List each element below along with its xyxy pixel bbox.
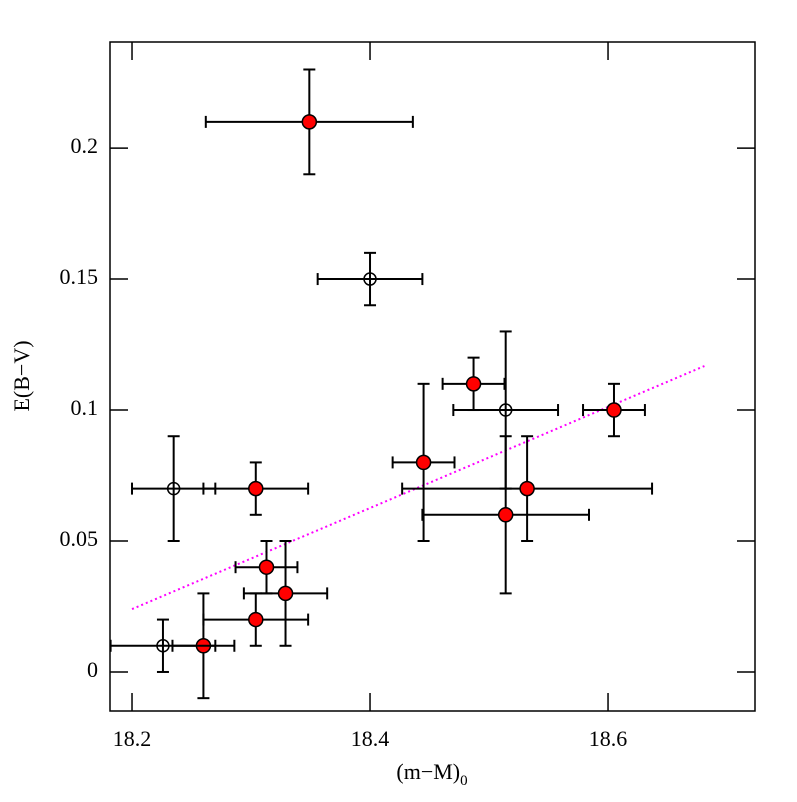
- data-point: [498, 403, 513, 417]
- data-point: [301, 114, 318, 130]
- data-point: [465, 376, 482, 392]
- data-point: [248, 611, 264, 628]
- fit-line: [131, 365, 705, 611]
- data-point: [363, 272, 377, 286]
- data-point: [248, 480, 264, 497]
- x-tick-label: 18.4: [351, 726, 390, 751]
- data-point: [258, 559, 275, 575]
- data-point: [519, 480, 535, 497]
- y-axis-label: E(B−V): [9, 340, 34, 411]
- x-axis-label: (m−M)0: [396, 759, 467, 789]
- data-point: [277, 585, 294, 602]
- y-tick-label: 0.05: [60, 526, 99, 551]
- x-axis-label-subscript: 0: [460, 773, 468, 789]
- y-tick-label: 0.2: [71, 133, 99, 158]
- data-point: [497, 507, 514, 523]
- data-point: [415, 454, 432, 471]
- y-tick-label: 0: [87, 657, 98, 682]
- data-point: [156, 639, 170, 653]
- data-point: [606, 402, 622, 418]
- y-tick-label: 0.1: [71, 395, 99, 420]
- x-axis-label-main: (m−M): [396, 759, 460, 784]
- y-tick-label: 0.15: [60, 264, 99, 289]
- plot-frame: [109, 41, 756, 712]
- data-point: [166, 481, 181, 496]
- x-tick-label: 18.6: [589, 726, 628, 751]
- x-tick-label: 18.2: [113, 726, 152, 751]
